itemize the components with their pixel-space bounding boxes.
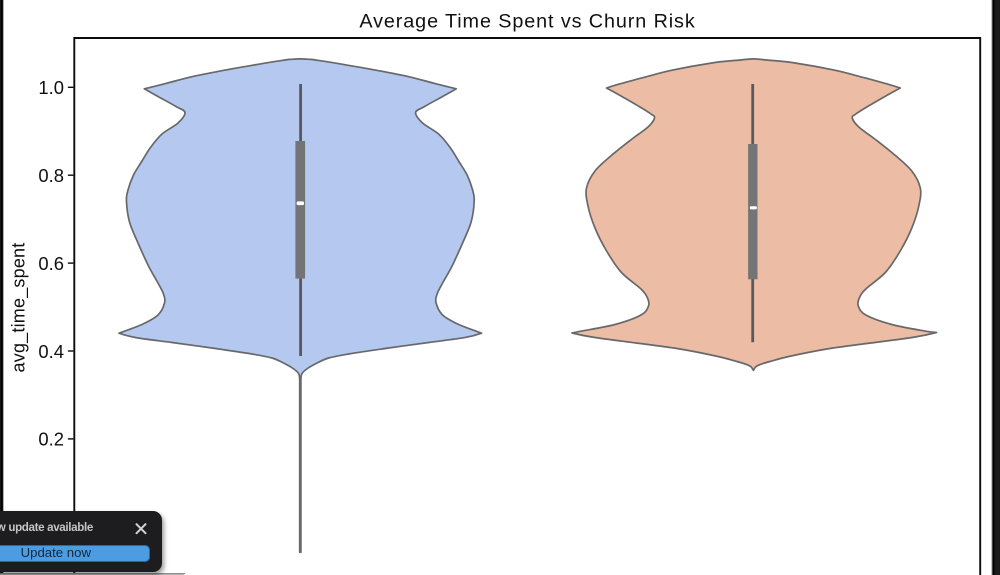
svg-text:0.6: 0.6 bbox=[38, 253, 64, 274]
svg-text:0.8: 0.8 bbox=[38, 165, 64, 186]
svg-text:avg_time_spent: avg_time_spent bbox=[9, 243, 30, 373]
svg-text:0.4: 0.4 bbox=[38, 341, 64, 362]
svg-text:1.0: 1.0 bbox=[38, 77, 64, 98]
svg-text:0.2: 0.2 bbox=[38, 429, 64, 450]
svg-text:Average Time Spent vs Churn Ri: Average Time Spent vs Churn Risk bbox=[359, 10, 695, 32]
